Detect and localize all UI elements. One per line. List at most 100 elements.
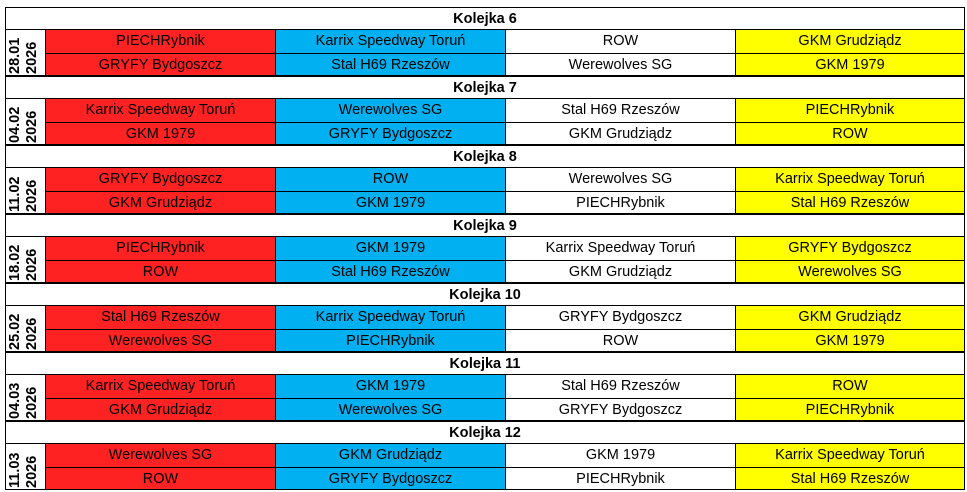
- round-title: Kolejka 6: [5, 7, 965, 29]
- round-body: 11.02 2026 GRYFY Bydgoszcz GKM Grudziądz ROW…: [5, 167, 965, 214]
- match-column: Karrix Speedway Toruń GKM Grudziądz: [506, 237, 736, 282]
- team-cell: PIECHRybnik: [116, 240, 205, 256]
- team-cell: Karrix Speedway Toruń: [545, 240, 696, 256]
- round-date: 04.02: [7, 106, 23, 143]
- team-cell: Stal H69 Rzeszów: [736, 466, 964, 490]
- team-cell: GKM Grudziądz: [798, 309, 902, 325]
- team-cell: Karrix Speedway Toruń: [775, 171, 925, 187]
- match-column: Werewolves SG GRYFY Bydgoszcz: [276, 99, 506, 144]
- team-cell: GKM Grudziądz: [506, 259, 735, 283]
- round-body: 28.01 2026 PIECHRybnik GRYFY Bydgoszcz Karri…: [5, 29, 965, 76]
- round-body: 11.03 2026 Werewolves SG ROW GKM Grudziądz GR…: [5, 443, 965, 490]
- team-cell: Werewolves SG: [506, 52, 735, 76]
- date-cell: 28.01 2026: [6, 30, 46, 75]
- team-cell: GKM 1979: [276, 190, 505, 214]
- match-column: Karrix Speedway Toruń Stal H69 Rzeszów: [736, 444, 964, 489]
- round-block: Kolejka 12 11.03 2026 Werewolves SG ROW GKM G…: [5, 421, 965, 490]
- team-cell: PIECHRybnik: [506, 190, 735, 214]
- round-body: 04.02 2026 Karrix Speedway Toruń GKM 1979 We…: [5, 98, 965, 145]
- team-cell: GKM 1979: [355, 240, 426, 256]
- team-cell: GKM 1979: [736, 52, 964, 76]
- team-cell: GRYFY Bydgoszcz: [276, 121, 505, 145]
- team-cell: PIECHRybnik: [805, 102, 895, 118]
- date-cell: 04.02 2026: [6, 99, 46, 144]
- round-date: 04.03: [7, 382, 23, 419]
- team-cell: ROW: [46, 466, 275, 490]
- round-block: Kolejka 7 04.02 2026 Karrix Speedway Toruń G…: [5, 76, 965, 145]
- team-cell: GKM 1979: [355, 378, 426, 394]
- round-year: 2026: [24, 317, 40, 350]
- match-column: Karrix Speedway Toruń PIECHRybnik: [276, 306, 506, 351]
- team-cell: Stal H69 Rzeszów: [561, 378, 680, 394]
- team-cell: Werewolves SG: [46, 328, 275, 352]
- match-column: GRYFY Bydgoszcz GKM Grudziądz: [46, 168, 276, 213]
- team-cell: Karrix Speedway Toruń: [315, 309, 466, 325]
- round-date: 25.02: [7, 313, 23, 350]
- match-column: Stal H69 Rzeszów GKM Grudziądz: [506, 99, 736, 144]
- team-cell: Stal H69 Rzeszów: [276, 52, 505, 76]
- round-block: Kolejka 10 25.02 2026 Stal H69 Rzeszów Werew…: [5, 283, 965, 352]
- round-body: 04.03 2026 Karrix Speedway Toruń GKM Grudzi…: [5, 374, 965, 421]
- team-cell: GKM Grudziądz: [46, 397, 275, 421]
- match-column: ROW PIECHRybnik: [736, 375, 964, 420]
- round-title: Kolejka 8: [5, 145, 965, 167]
- match-column: Karrix Speedway Toruń GKM 1979: [46, 99, 276, 144]
- team-cell: GRYFY Bydgoszcz: [558, 309, 683, 325]
- match-column: Karrix Speedway Toruń Stal H69 Rzeszów: [736, 168, 964, 213]
- date-cell: 11.02 2026: [6, 168, 46, 213]
- match-column: Werewolves SG ROW: [46, 444, 276, 489]
- team-cell: GRYFY Bydgoszcz: [46, 52, 275, 76]
- team-cell: ROW: [506, 328, 735, 352]
- match-column: Karrix Speedway Toruń Stal H69 Rzeszów: [276, 30, 506, 75]
- match-column: ROW Werewolves SG: [506, 30, 736, 75]
- team-cell: GKM Grudziądz: [46, 190, 275, 214]
- team-cell: ROW: [372, 171, 409, 187]
- round-block: Kolejka 9 18.02 2026 PIECHRybnik ROW GKM 1979…: [5, 214, 965, 283]
- match-column: GKM 1979 PIECHRybnik: [506, 444, 736, 489]
- date-cell: 18.02 2026: [6, 237, 46, 282]
- match-column: Karrix Speedway Toruń GKM Grudziądz: [46, 375, 276, 420]
- team-cell: GKM Grudziądz: [506, 121, 735, 145]
- team-cell: GRYFY Bydgoszcz: [506, 397, 735, 421]
- team-cell: Karrix Speedway Toruń: [775, 447, 925, 463]
- round-year: 2026: [24, 386, 40, 419]
- round-block: Kolejka 6 28.01 2026 PIECHRybnik GRYFY Bydgo…: [5, 7, 965, 76]
- team-cell: Stal H69 Rzeszów: [101, 309, 220, 325]
- match-column: GKM Grudziądz GKM 1979: [736, 30, 964, 75]
- match-column: GKM 1979 Stal H69 Rzeszów: [276, 237, 506, 282]
- team-cell: GKM Grudziądz: [798, 33, 902, 49]
- team-cell: Werewolves SG: [736, 259, 964, 283]
- match-column: Stal H69 Rzeszów GRYFY Bydgoszcz: [506, 375, 736, 420]
- match-column: GRYFY Bydgoszcz Werewolves SG: [736, 237, 964, 282]
- schedule-table: Kolejka 6 28.01 2026 PIECHRybnik GRYFY Bydgo…: [5, 7, 965, 490]
- round-year: 2026: [24, 110, 40, 143]
- team-cell: PIECHRybnik: [116, 33, 205, 49]
- team-cell: GRYFY Bydgoszcz: [98, 171, 223, 187]
- round-block: Kolejka 11 04.03 2026 Karrix Speedway Toruń…: [5, 352, 965, 421]
- team-cell: GKM Grudziądz: [338, 447, 443, 463]
- team-cell: Karrix Speedway Toruń: [315, 33, 466, 49]
- match-column: PIECHRybnik ROW: [46, 237, 276, 282]
- round-year: 2026: [24, 41, 40, 74]
- round-year: 2026: [24, 179, 40, 212]
- date-cell: 25.02 2026: [6, 306, 46, 351]
- team-cell: Stal H69 Rzeszów: [561, 102, 680, 118]
- round-date: 28.01: [7, 37, 23, 74]
- match-column: GKM 1979 Werewolves SG: [276, 375, 506, 420]
- round-date: 11.03: [7, 452, 23, 489]
- team-cell: Werewolves SG: [108, 447, 213, 463]
- round-title: Kolejka 7: [5, 76, 965, 98]
- round-title: Kolejka 11: [5, 352, 965, 374]
- team-cell: GKM 1979: [585, 447, 656, 463]
- round-title: Kolejka 12: [5, 421, 965, 443]
- team-cell: PIECHRybnik: [276, 328, 505, 352]
- team-cell: GRYFY Bydgoszcz: [788, 240, 912, 256]
- team-cell: Karrix Speedway Toruń: [85, 378, 236, 394]
- team-cell: Stal H69 Rzeszów: [276, 259, 505, 283]
- round-title: Kolejka 9: [5, 214, 965, 236]
- round-year: 2026: [24, 248, 40, 281]
- team-cell: PIECHRybnik: [506, 466, 735, 490]
- team-cell: PIECHRybnik: [736, 397, 964, 421]
- team-cell: ROW: [736, 121, 964, 145]
- match-column: GKM Grudziądz GKM 1979: [736, 306, 964, 351]
